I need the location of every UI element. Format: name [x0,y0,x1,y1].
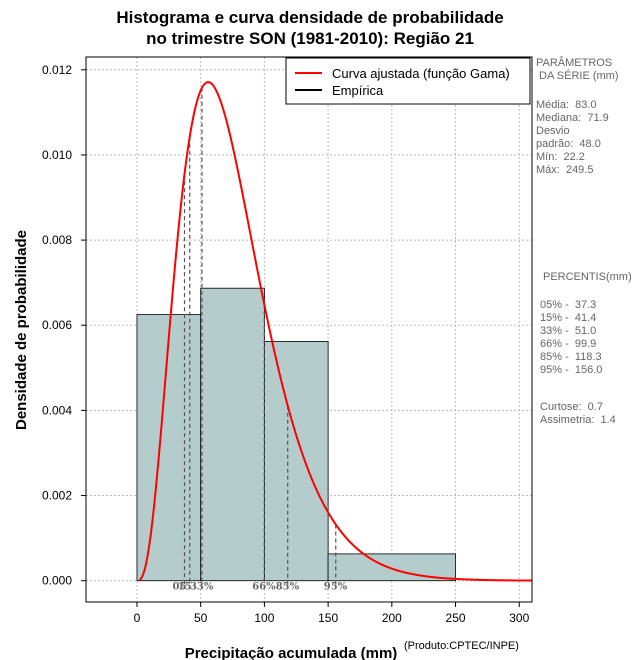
percentis-title: PERCENTIS(mm) [543,271,632,283]
y-tick-label: 0.002 [42,489,72,503]
percentile-label: 66% [252,582,276,593]
moments-stats: Curtose: 0.7 Assimetria: 1.4 [540,401,616,426]
histogram-bar-4 [327,553,456,582]
x-axis: 0 50 100 150 200 250 300 [134,602,530,625]
plot-frame [85,56,533,603]
product-credit: (Produto:CPTEC/INPE) [404,640,519,652]
x-tick-label: 50 [194,611,208,625]
y-axis: 0.000 0.002 0.004 0.006 0.008 0.010 0.012 [42,63,86,588]
chart-title-line2: no trimestre SON (1981-2010): Região 21 [146,29,474,48]
chart-title-line1: Histograma e curva densidade de probabil… [116,8,504,27]
x-tick-label: 150 [318,611,338,625]
legend-box [285,57,531,105]
y-tick-label: 0.004 [42,403,72,417]
x-tick-label: 100 [254,611,274,625]
x-tick-label: 0 [134,611,141,625]
y-tick-label: 0.008 [42,233,72,247]
legend-label-empirical: Empírica [332,83,384,98]
percentile-lines [183,87,337,585]
x-tick-label: 200 [382,611,402,625]
x-tick-label: 300 [509,611,529,625]
legend-label-curve: Curva ajustada (função Gama) [332,66,510,81]
series-stats: Média: 83.0 Mediana: 71.9 Desvio padrão:… [536,99,609,176]
y-axis-label: Densidade de probabilidade [13,230,30,430]
params-title: PARÂMETROS DA SÉRIE (mm) [536,57,619,82]
histogram-bar-3 [263,341,329,582]
percentile-label: 85% [276,582,300,593]
y-tick-label: 0.012 [42,63,72,77]
x-axis-label: Precipitação acumulada (mm) [185,645,398,660]
y-tick-label: 0.000 [42,574,72,588]
percentile-label: 15 [178,582,192,593]
x-tick-label: 250 [446,611,466,625]
percentis-list: 05% - 37.3 15% - 41.4 33% - 51.0 66% - 9… [540,299,603,376]
percentile-label: 05 [173,582,187,593]
histogram-bar-2 [200,287,265,582]
percentile-label: 33% [190,582,214,593]
y-tick-label: 0.010 [42,148,72,162]
percentile-label: 95% [324,582,348,593]
histogram-bar-1 [136,314,202,582]
y-tick-label: 0.006 [42,318,72,332]
legend: Curva ajustada (função Gama) Empírica [285,57,531,105]
gamma-curve [138,81,533,582]
